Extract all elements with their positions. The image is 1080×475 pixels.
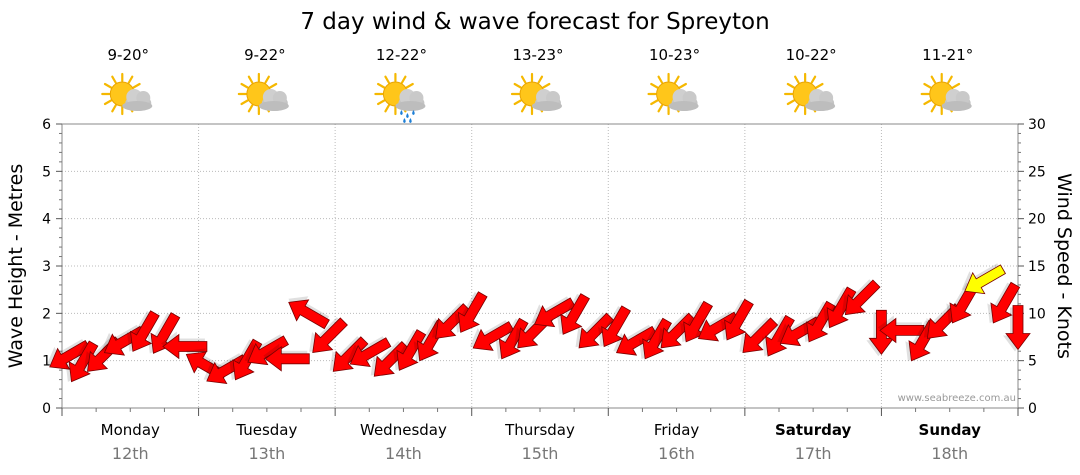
wind-arrow	[65, 340, 99, 383]
wind-arrows	[46, 263, 1031, 384]
day-date-label: 17th	[795, 444, 832, 463]
wind-arrow	[309, 317, 348, 354]
wind-arrow	[721, 298, 754, 341]
day-temp-range: 13-23°	[512, 46, 563, 64]
wind-arrow	[557, 293, 590, 335]
right-tick-label: 0	[1028, 401, 1037, 417]
day-name-label: Tuesday	[235, 421, 297, 439]
left-tick-label: 4	[42, 212, 51, 228]
wind-arrow	[575, 312, 615, 349]
wind-arrow	[866, 309, 895, 357]
chart-title: 7 day wind & wave forecast for Spreyton	[300, 9, 769, 35]
day-temp-range: 10-22°	[786, 46, 837, 64]
day-temp-range: 9-22°	[244, 46, 286, 64]
day-name-label: Monday	[101, 421, 160, 439]
wind-arrow	[454, 291, 488, 333]
partly-cloudy-icon	[510, 72, 562, 116]
right-axis: 0 5 10 15 20 25 30	[1018, 117, 1046, 417]
right-tick-label: 20	[1028, 212, 1046, 228]
wind-arrow	[244, 334, 289, 366]
wind-arrow	[613, 324, 658, 356]
right-tick-label: 15	[1028, 259, 1046, 275]
day-name-label: Sunday	[919, 421, 982, 439]
partly-cloudy-icon	[920, 72, 972, 116]
wind-arrow	[762, 314, 795, 357]
day-name-label: Saturday	[775, 421, 852, 439]
left-tick-label: 5	[42, 164, 51, 180]
showers-icon	[374, 72, 426, 123]
wind-arrow	[347, 336, 392, 367]
left-axis-label: Wave Height - Metres	[5, 164, 27, 368]
wind-arrow	[739, 317, 779, 354]
wind-arrow	[329, 336, 369, 372]
day-date-label: 12th	[112, 444, 149, 463]
day-temp-range: 10-23°	[649, 46, 700, 64]
partly-cloudy-icon	[101, 72, 153, 116]
wind-arrow	[680, 300, 713, 343]
day-date-label: 13th	[248, 444, 285, 463]
day-name-label: Thursday	[504, 421, 575, 439]
wind-arrow	[877, 315, 925, 344]
wind-arrow	[370, 340, 410, 377]
wind-arrow	[469, 320, 515, 351]
day-date-label: 15th	[522, 444, 559, 463]
day-date-label: 18th	[931, 444, 968, 463]
wind-arrow	[432, 303, 471, 339]
day-date-label: 16th	[658, 444, 695, 463]
wind-arrow	[657, 312, 697, 349]
wind-arrow	[126, 310, 160, 352]
day-date-label: 14th	[385, 444, 422, 463]
right-tick-label: 25	[1028, 164, 1046, 180]
wind-arrow	[263, 343, 310, 372]
forecast-row: 9-20° 9-22° 12-22° 13-23° 10-23° 10-22° 11-21°	[101, 46, 973, 123]
day-name-label: Friday	[654, 421, 700, 439]
right-tick-label: 5	[1028, 354, 1037, 370]
left-tick-label: 0	[42, 401, 51, 417]
wind-arrow	[987, 281, 1021, 324]
wind-arrow	[160, 331, 208, 360]
partly-cloudy-icon	[647, 72, 699, 116]
wind-arrow	[1003, 305, 1031, 352]
x-axis: Monday 12th Tuesday 13th Wednesday 14th Thursd…	[61, 408, 1019, 463]
credit-text: www.seabreeze.com.au	[898, 393, 1016, 404]
right-tick-label: 30	[1028, 117, 1046, 133]
wind-arrow	[695, 310, 740, 342]
left-tick-label: 2	[42, 306, 51, 322]
day-temp-range: 12-22°	[376, 46, 427, 64]
wind-arrow	[393, 329, 427, 371]
wind-arrow	[147, 312, 181, 354]
left-tick-label: 1	[42, 354, 51, 370]
day-temp-range: 11-21°	[922, 46, 973, 64]
wind-arrow	[531, 296, 576, 328]
wind-arrow	[288, 296, 330, 330]
day-temp-range: 9-20°	[108, 46, 150, 64]
partly-cloudy-icon	[784, 72, 836, 116]
left-axis: 0 1 2 3 4 5 6	[42, 117, 62, 417]
left-tick-label: 6	[42, 117, 51, 133]
left-tick-label: 3	[42, 259, 51, 275]
right-axis-label: Wind Speed - Knots	[1053, 173, 1075, 359]
wind-arrow	[841, 279, 881, 316]
right-tick-label: 10	[1028, 306, 1046, 322]
day-name-label: Wednesday	[360, 421, 447, 439]
partly-cloudy-icon	[237, 72, 289, 116]
wind-arrow	[46, 338, 91, 370]
wind-arrow	[961, 263, 1006, 295]
wind-arrow	[598, 305, 631, 348]
